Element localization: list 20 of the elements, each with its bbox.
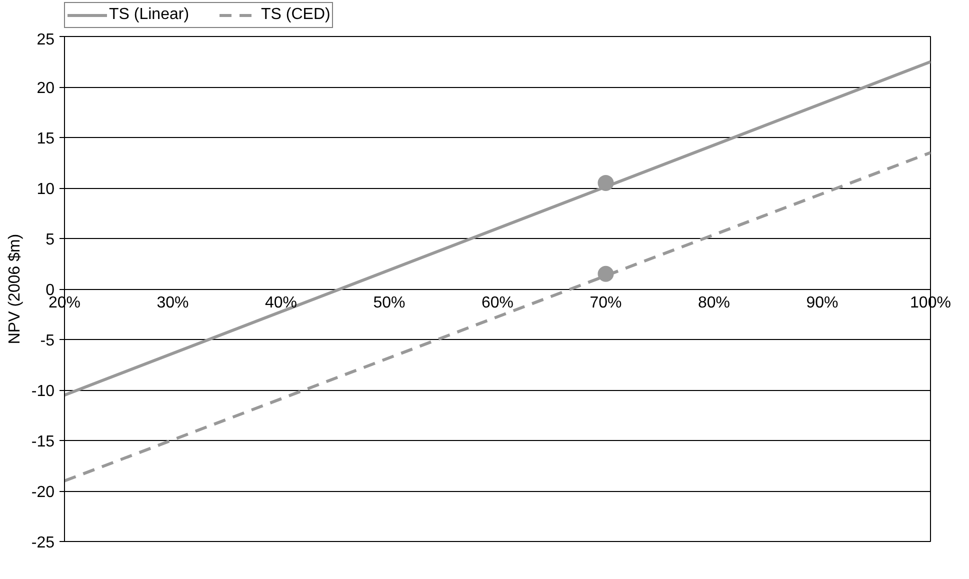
y-tick-label: 5 (46, 232, 55, 248)
legend-label: TS (Linear) (109, 6, 190, 24)
y-tick-label: -20 (31, 484, 55, 501)
y-tick-label: 25 (36, 32, 55, 48)
y-tick-label: -25 (31, 534, 55, 552)
y-axis-title: NPV (2006 $m) (6, 234, 24, 344)
y-tick-label: 10 (36, 181, 55, 198)
x-tick-label: 40% (264, 294, 298, 312)
y-tick-label: 20 (36, 80, 55, 97)
y-tick-label: -5 (40, 332, 55, 350)
x-tick-label: 50% (373, 294, 406, 312)
x-tick-label: 80% (698, 294, 730, 312)
x-tick-label: 60% (481, 294, 514, 312)
y-tick-label: 15 (36, 130, 55, 148)
y-tick-label: -10 (31, 383, 55, 400)
x-tick-label: 30% (156, 294, 189, 312)
legend-label: TS (CED) (261, 6, 330, 24)
x-tick-label: 70% (590, 294, 622, 312)
x-tick-label: 90% (806, 294, 838, 312)
y-tick-label: -15 (31, 434, 55, 450)
